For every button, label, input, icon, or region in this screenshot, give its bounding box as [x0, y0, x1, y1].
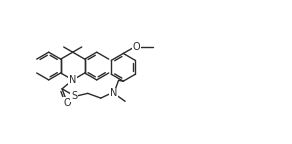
Text: O: O [133, 41, 140, 52]
Text: O: O [63, 98, 71, 108]
Text: N: N [69, 75, 77, 85]
Text: S: S [71, 91, 77, 101]
Text: N: N [110, 88, 117, 98]
